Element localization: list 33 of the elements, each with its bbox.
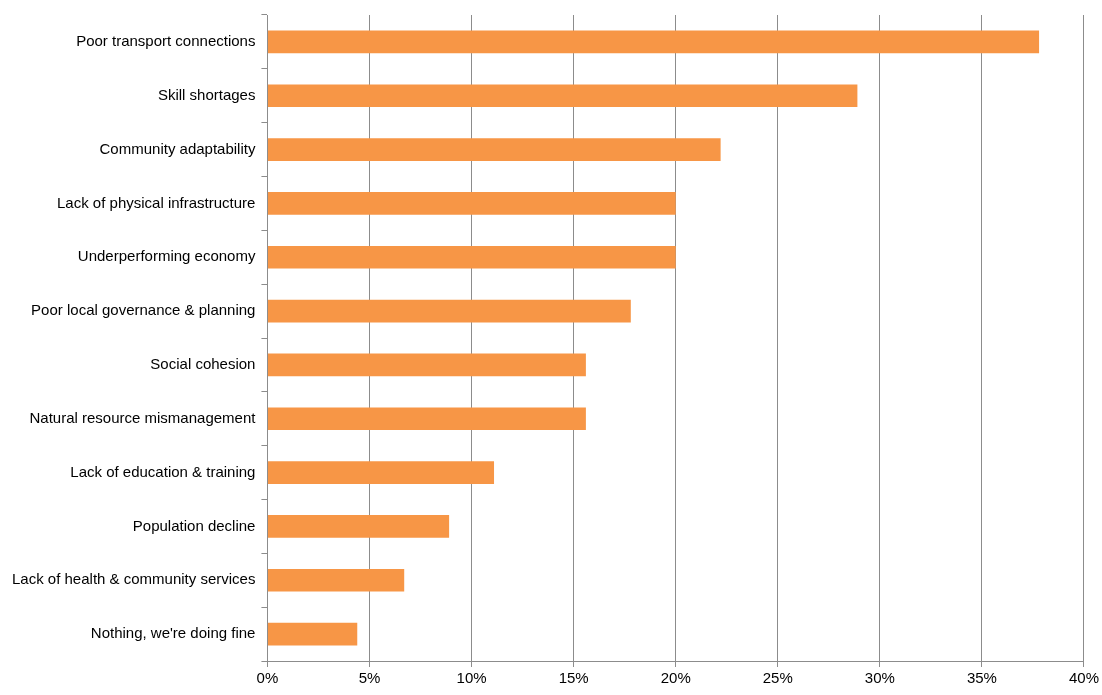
- bar: [267, 622, 358, 646]
- bar: [267, 30, 1040, 54]
- bar: [267, 515, 450, 538]
- bar: [267, 407, 586, 431]
- bar: [267, 353, 586, 377]
- bar: [267, 299, 631, 323]
- x-tick-label: 40%: [1068, 669, 1099, 687]
- y-tick-label: Underperforming economy: [77, 247, 256, 265]
- y-tick-label: Lack of physical infrastructure: [57, 193, 256, 211]
- bar: [267, 192, 676, 215]
- x-tick-label: 20%: [660, 669, 691, 687]
- bar: [267, 568, 405, 592]
- y-tick-label: Poor transport connections: [76, 32, 256, 50]
- bar: [267, 138, 721, 161]
- x-tick-label: 35%: [966, 669, 997, 687]
- y-tick-label: Skill shortages: [157, 85, 256, 103]
- y-tick-label: Community adaptability: [99, 139, 256, 157]
- x-tick-label: 30%: [864, 669, 895, 687]
- y-tick-label: Social cohesion: [150, 355, 256, 373]
- y-tick-label: Natural resource mismanagement: [29, 408, 257, 426]
- bar: [267, 84, 858, 108]
- x-tick-label: 15%: [558, 669, 589, 687]
- y-tick-label: Lack of education & training: [70, 462, 256, 480]
- y-tick-label: Nothing, we're doing fine: [90, 624, 256, 642]
- bar: [267, 461, 495, 484]
- x-tick-label: 5%: [358, 669, 381, 687]
- bar: [267, 245, 676, 269]
- x-tick-label: 25%: [762, 669, 793, 687]
- y-tick-label: Population decline: [132, 516, 256, 534]
- x-tick-label: 10%: [456, 669, 487, 687]
- y-tick-label: Lack of health & community services: [12, 570, 256, 588]
- x-tick-label: 0%: [256, 669, 279, 687]
- y-tick-label: Poor local governance & planning: [31, 301, 256, 319]
